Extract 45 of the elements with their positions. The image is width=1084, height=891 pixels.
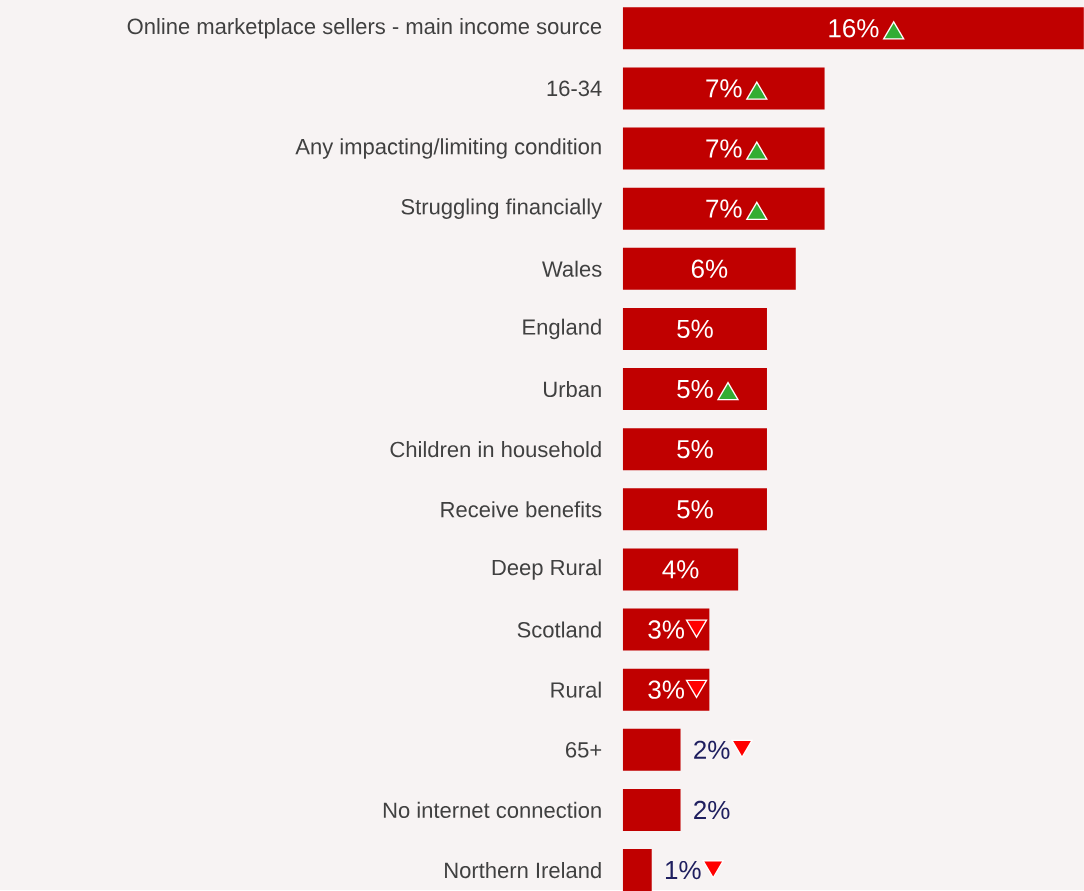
bar xyxy=(622,488,767,531)
data-label: 5% xyxy=(677,379,713,399)
bar xyxy=(622,849,652,891)
y-tick-label: Deep Rural xyxy=(492,559,601,580)
data-label: 3% xyxy=(648,680,684,699)
y-tick-label: Wales xyxy=(542,260,602,277)
y-tick-label: Children in household xyxy=(390,441,601,458)
bar xyxy=(622,788,681,831)
data-label: 5% xyxy=(677,319,713,339)
bar xyxy=(622,187,825,230)
y-tick-label: Receive benefits xyxy=(441,501,602,518)
bar xyxy=(622,728,681,771)
bar xyxy=(622,127,825,170)
data-label: 16% xyxy=(829,19,879,38)
data-label: 2% xyxy=(694,740,730,759)
data-label: 5% xyxy=(677,500,713,519)
y-tick-label: Online marketplace sellers - main income source xyxy=(127,18,602,39)
data-label: 7% xyxy=(706,79,742,98)
data-label: 1% xyxy=(665,860,701,880)
y-tick-label: England xyxy=(523,318,601,340)
bar xyxy=(622,307,767,350)
bar xyxy=(622,368,767,411)
data-label: 7% xyxy=(706,139,742,158)
bar xyxy=(622,548,739,591)
y-tick-label: Scotland xyxy=(517,621,601,638)
data-label: 4% xyxy=(662,560,699,579)
bar xyxy=(622,428,767,471)
data-label: 2% xyxy=(694,800,730,820)
data-label: 7% xyxy=(706,199,742,218)
y-tick-label: 65+ xyxy=(566,741,602,758)
bar xyxy=(622,247,796,290)
y-tick-label: Urban xyxy=(544,380,601,398)
y-tick-label: Northern Ireland xyxy=(445,861,601,879)
y-tick-label: Struggling financially xyxy=(401,198,603,219)
data-label: 3% xyxy=(648,620,684,639)
bar xyxy=(622,608,710,651)
y-tick-label: 16-34 xyxy=(547,80,602,97)
data-label: 5% xyxy=(677,440,713,459)
y-tick-label: No internet connection xyxy=(383,801,601,818)
bar xyxy=(622,668,710,711)
y-tick-label: Rural xyxy=(551,681,601,698)
y-tick-label: Any impacting/limiting condition xyxy=(295,138,601,159)
bar xyxy=(622,67,825,110)
bar xyxy=(622,7,1084,50)
data-label: 6% xyxy=(691,259,728,278)
